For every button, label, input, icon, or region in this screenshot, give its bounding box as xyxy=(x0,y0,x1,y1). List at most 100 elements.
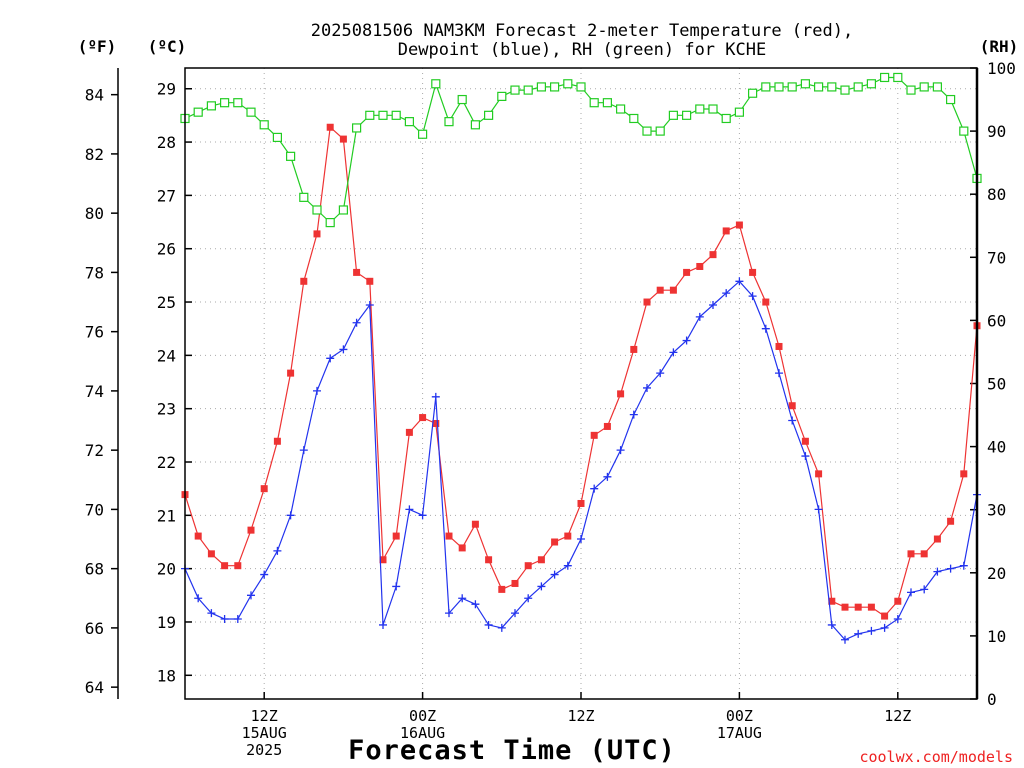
rh-tick-label-9: 90 xyxy=(987,122,1006,141)
dewpoint-point-37 xyxy=(669,348,678,357)
source-credit: coolwx.com/models xyxy=(859,748,1013,766)
temperature-point-41 xyxy=(722,227,730,235)
rh-point-9 xyxy=(299,192,309,202)
temperature-point-43 xyxy=(749,268,757,276)
temperature-point-12 xyxy=(339,135,347,143)
temperature-point-54 xyxy=(894,597,902,605)
f-tick-label-4: 72 xyxy=(85,441,104,460)
temperature-point-17 xyxy=(405,428,413,436)
rh-point-15 xyxy=(378,110,388,120)
temperature-point-36 xyxy=(656,286,664,294)
dewpoint-point-7 xyxy=(273,546,282,555)
temperature-point-18 xyxy=(419,414,427,422)
c-tick-label-5: 23 xyxy=(157,400,176,419)
c-tick-label-8: 26 xyxy=(157,240,176,259)
dewpoint-point-32 xyxy=(603,472,612,481)
temperature-point-35 xyxy=(643,298,651,306)
temperature-point-59 xyxy=(960,470,968,478)
x-tick-label-0-1: 15AUG xyxy=(242,724,287,742)
temperature-point-11 xyxy=(326,123,334,131)
rh-point-37 xyxy=(668,110,679,120)
rh-point-55 xyxy=(906,85,916,95)
dewpoint-point-13 xyxy=(352,318,361,327)
f-tick-label-1: 66 xyxy=(85,619,104,638)
rh-tick-label-3: 30 xyxy=(987,501,1006,520)
rh-point-11 xyxy=(325,217,335,228)
dewpoint-point-36 xyxy=(656,369,665,378)
temperature-point-24 xyxy=(498,585,506,593)
dewpoint-point-39 xyxy=(695,312,704,321)
dewpoint-point-42 xyxy=(735,277,744,286)
dewpoint-point-55 xyxy=(907,588,915,597)
temperature-point-30 xyxy=(577,499,585,507)
rh-point-12 xyxy=(338,205,348,215)
dewpoint-point-8 xyxy=(286,511,295,520)
rh-point-24 xyxy=(497,91,507,101)
rh-point-34 xyxy=(629,113,639,124)
dewpoint-point-25 xyxy=(511,609,519,618)
dewpoint-point-45 xyxy=(775,369,783,378)
temperature-point-45 xyxy=(775,342,783,350)
rh-point-52 xyxy=(866,79,877,89)
x-tick-label-0-2: 2025 xyxy=(246,741,282,759)
rh-point-7 xyxy=(272,132,282,143)
rh-point-59 xyxy=(959,126,969,136)
temperature-point-29 xyxy=(564,532,572,540)
dewpoint-point-4 xyxy=(233,615,242,624)
dewpoint-point-3 xyxy=(220,615,229,624)
rh-point-28 xyxy=(549,82,560,92)
temperature-point-13 xyxy=(353,268,361,276)
chart-title-line-2: Dewpoint (blue), RH (green) for KCHE xyxy=(398,40,766,60)
dewpoint-point-22 xyxy=(471,600,480,609)
dewpoint-point-20 xyxy=(445,609,453,618)
x-tick-label-3-0: 00Z xyxy=(726,707,753,725)
rh-point-17 xyxy=(404,117,414,127)
temperature-point-28 xyxy=(551,538,559,546)
dewpoint-point-26 xyxy=(524,594,533,603)
dewpoint-point-44 xyxy=(761,324,770,333)
temperature-point-56 xyxy=(920,550,928,558)
temperature-point-6 xyxy=(260,485,268,493)
dewpoint-point-14 xyxy=(365,300,374,309)
temperature-point-32 xyxy=(603,422,611,430)
dewpoint-point-23 xyxy=(484,620,493,629)
dewpoint-point-18 xyxy=(418,511,427,520)
temperature-point-48 xyxy=(815,470,823,478)
dewpoint-point-27 xyxy=(537,582,546,591)
temperature-point-49 xyxy=(828,597,836,605)
temperature-point-55 xyxy=(907,550,915,558)
c-tick-label-6: 24 xyxy=(157,346,176,365)
rh-tick-label-2: 20 xyxy=(987,564,1006,583)
f-tick-label-7: 78 xyxy=(85,263,104,282)
c-tick-label-11: 29 xyxy=(157,80,176,99)
c-tick-label-2: 20 xyxy=(157,560,176,579)
temperature-point-38 xyxy=(683,268,691,276)
x-tick-label-3-1: 17AUG xyxy=(717,724,762,742)
dewpoint-point-57 xyxy=(933,567,942,576)
rh-point-13 xyxy=(352,123,362,133)
dewpoint-point-10 xyxy=(313,386,321,395)
dewpoint-point-2 xyxy=(207,609,216,618)
rh-point-45 xyxy=(774,82,784,92)
rh-point-19 xyxy=(431,79,441,89)
c-tick-label-0: 18 xyxy=(157,666,176,685)
dewpoint-point-11 xyxy=(326,354,335,363)
dewpoint-point-41 xyxy=(722,289,731,298)
dewpoint-point-54 xyxy=(893,615,902,624)
temperature-point-7 xyxy=(273,437,281,445)
rh-tick-label-10: 100 xyxy=(987,59,1016,78)
rh-point-31 xyxy=(589,98,599,108)
dewpoint-point-30 xyxy=(577,535,585,544)
rh-point-44 xyxy=(761,82,771,92)
rh-point-30 xyxy=(576,82,586,92)
temperature-point-19 xyxy=(432,419,440,427)
x-tick-label-2-0: 12Z xyxy=(567,707,594,725)
temperature-point-57 xyxy=(933,535,941,543)
temperature-point-16 xyxy=(392,532,400,540)
series-rh xyxy=(180,72,982,228)
temperature-point-15 xyxy=(379,556,387,564)
temperature-point-31 xyxy=(590,431,598,439)
dewpoint-point-5 xyxy=(247,591,255,600)
rh-point-56 xyxy=(919,82,929,92)
rh-point-18 xyxy=(418,129,428,139)
